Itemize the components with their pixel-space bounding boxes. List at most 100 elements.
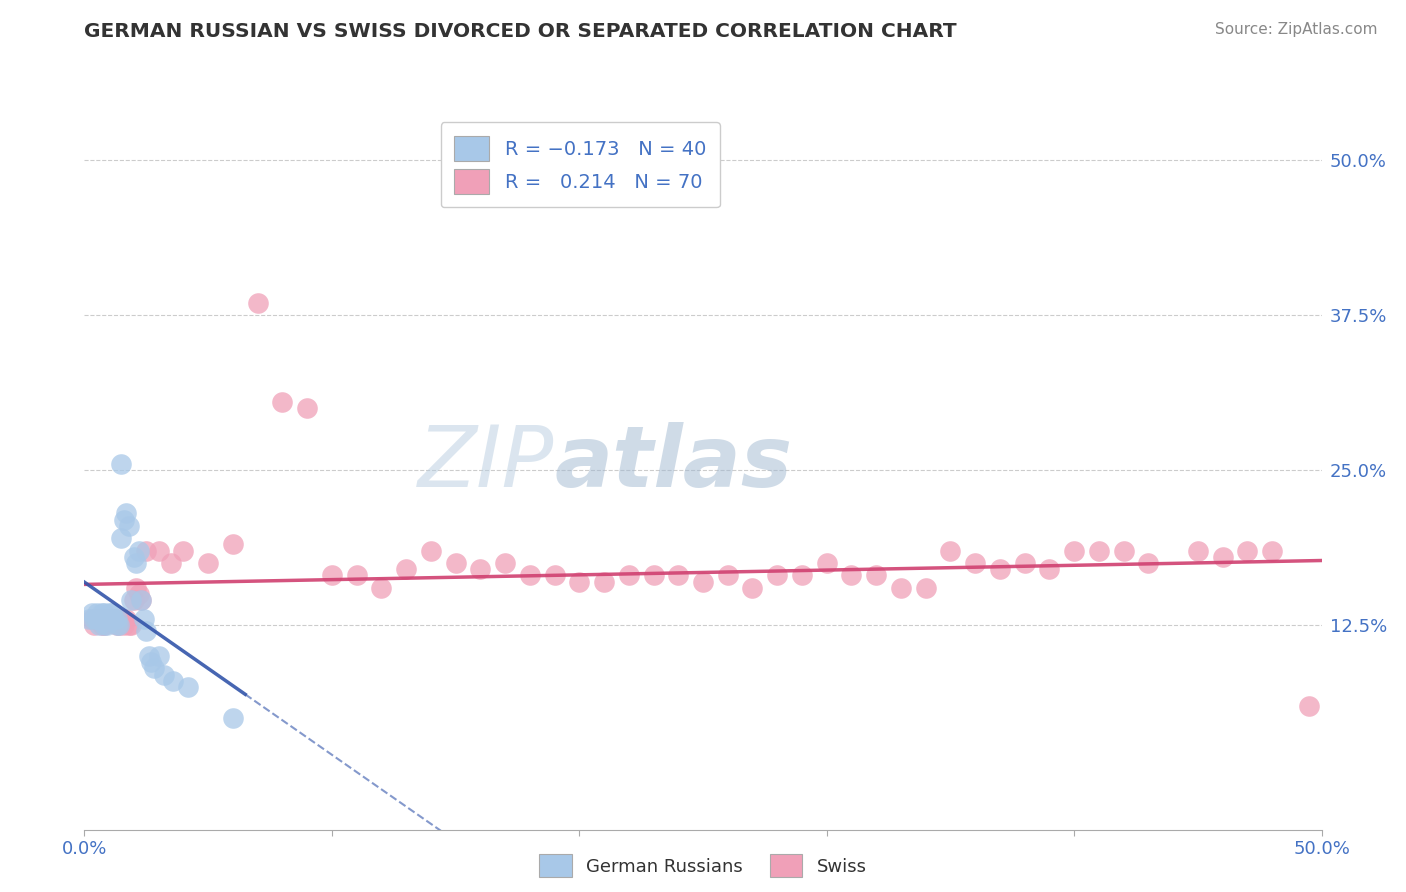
Point	[138, 648, 160, 663]
Point	[162, 673, 184, 688]
Point	[1236, 543, 1258, 558]
Point	[120, 618, 142, 632]
Point	[939, 543, 962, 558]
Point	[112, 618, 135, 632]
Point	[86, 612, 108, 626]
Point	[1063, 543, 1085, 558]
Point	[593, 574, 616, 589]
Point	[444, 556, 467, 570]
Point	[83, 612, 105, 626]
Point	[122, 549, 145, 564]
Point	[172, 543, 194, 558]
Point	[105, 618, 128, 632]
Point	[108, 618, 131, 632]
Point	[1261, 543, 1284, 558]
Point	[90, 606, 112, 620]
Point	[643, 568, 665, 582]
Point	[890, 581, 912, 595]
Text: GERMAN RUSSIAN VS SWISS DIVORCED OR SEPARATED CORRELATION CHART: GERMAN RUSSIAN VS SWISS DIVORCED OR SEPA…	[84, 22, 957, 41]
Point	[568, 574, 591, 589]
Point	[83, 618, 105, 632]
Point	[865, 568, 887, 582]
Point	[105, 618, 128, 632]
Point	[142, 661, 165, 675]
Point	[1212, 549, 1234, 564]
Point	[141, 655, 163, 669]
Point	[98, 612, 121, 626]
Point	[395, 562, 418, 576]
Point	[128, 543, 150, 558]
Point	[98, 606, 121, 620]
Point	[96, 612, 118, 626]
Point	[790, 568, 813, 582]
Point	[110, 457, 132, 471]
Point	[100, 606, 122, 620]
Point	[1088, 543, 1111, 558]
Point	[741, 581, 763, 595]
Point	[79, 612, 101, 626]
Point	[692, 574, 714, 589]
Point	[135, 624, 157, 639]
Point	[717, 568, 740, 582]
Point	[965, 556, 987, 570]
Point	[125, 581, 148, 595]
Point	[80, 612, 103, 626]
Point	[766, 568, 789, 582]
Point	[100, 612, 122, 626]
Point	[90, 618, 112, 632]
Point	[543, 568, 565, 582]
Point	[125, 556, 148, 570]
Text: ZIP: ZIP	[418, 422, 554, 506]
Point	[105, 612, 128, 626]
Point	[197, 556, 219, 570]
Point	[129, 593, 152, 607]
Point	[103, 612, 125, 626]
Point	[666, 568, 689, 582]
Point	[96, 612, 118, 626]
Point	[841, 568, 863, 582]
Point	[988, 562, 1011, 576]
Point	[86, 612, 108, 626]
Point	[103, 612, 125, 626]
Point	[1137, 556, 1160, 570]
Point	[470, 562, 492, 576]
Point	[118, 618, 141, 632]
Point	[617, 568, 640, 582]
Legend: German Russians, Swiss: German Russians, Swiss	[526, 841, 880, 890]
Point	[89, 618, 111, 632]
Point	[246, 295, 269, 310]
Point	[89, 612, 111, 626]
Point	[115, 612, 138, 626]
Point	[135, 543, 157, 558]
Point	[494, 556, 516, 570]
Point	[93, 618, 115, 632]
Point	[148, 543, 170, 558]
Text: atlas: atlas	[554, 422, 793, 506]
Point	[86, 606, 108, 620]
Point	[222, 711, 245, 725]
Point	[129, 593, 152, 607]
Point	[93, 606, 115, 620]
Point	[222, 537, 245, 551]
Point	[271, 395, 294, 409]
Point	[128, 587, 150, 601]
Point	[89, 612, 111, 626]
Point	[152, 667, 174, 681]
Point	[115, 507, 138, 521]
Point	[93, 612, 115, 626]
Point	[132, 612, 155, 626]
Point	[120, 593, 142, 607]
Point	[346, 568, 368, 582]
Point	[1112, 543, 1135, 558]
Point	[295, 401, 318, 415]
Point	[118, 518, 141, 533]
Point	[110, 612, 132, 626]
Point	[1038, 562, 1060, 576]
Point	[108, 618, 131, 632]
Point	[321, 568, 343, 582]
Point	[419, 543, 441, 558]
Point	[1187, 543, 1209, 558]
Point	[93, 618, 115, 632]
Point	[90, 612, 112, 626]
Point	[815, 556, 838, 570]
